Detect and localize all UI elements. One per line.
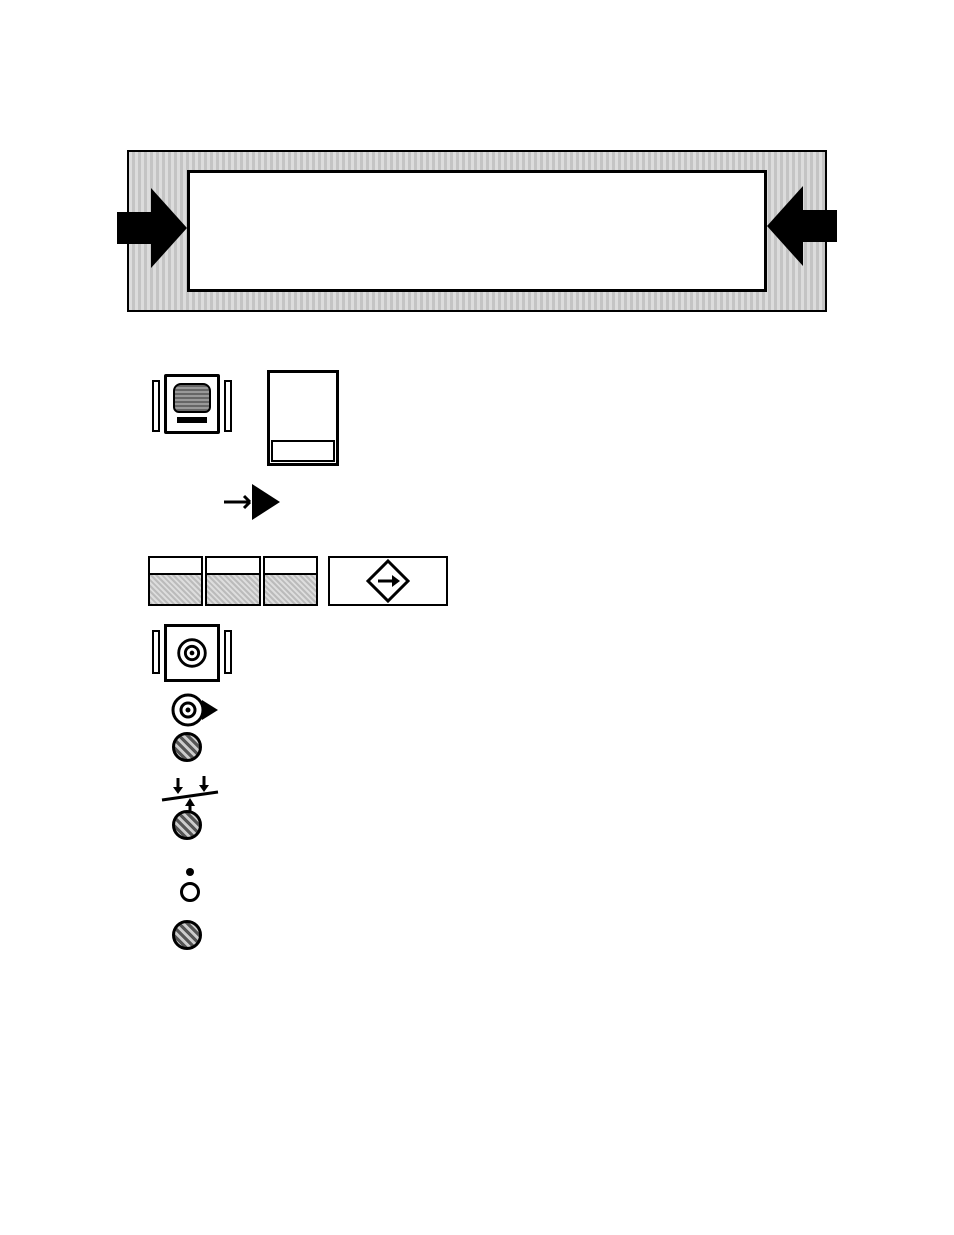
- hatched-knob-icon[interactable]: [172, 732, 202, 762]
- shade-box-bottom: [265, 575, 316, 604]
- enter-diamond-button[interactable]: [328, 556, 448, 606]
- container-tray-icon: [271, 440, 335, 462]
- target-body-icon: [164, 624, 220, 682]
- monitor-rail-left-icon: [152, 380, 160, 432]
- target-play-icon: [168, 690, 220, 730]
- hero-inner-panel: [187, 170, 767, 292]
- diamond-arrow-icon: [366, 559, 410, 603]
- monitor-slot-icon: [177, 417, 207, 423]
- shade-box-1-icon: [148, 556, 203, 606]
- insert-arrow-icon: [222, 480, 282, 524]
- shade-box-bottom: [150, 575, 201, 604]
- concentric-target-icon: [173, 634, 211, 672]
- target-rail-left-icon: [152, 630, 160, 674]
- shade-box-top: [265, 558, 316, 575]
- shade-box-bottom: [207, 575, 258, 604]
- monitor-body-icon: [164, 374, 220, 434]
- hero-panel: [127, 150, 827, 312]
- small-dot-icon: [186, 868, 194, 876]
- hatched-knob-icon[interactable]: [172, 810, 202, 840]
- shade-box-row: [148, 556, 318, 606]
- empty-container-icon: [267, 370, 339, 466]
- hatched-knob-icon[interactable]: [172, 920, 202, 950]
- ring-icon: [180, 882, 200, 902]
- monitor-device-icon: [152, 374, 232, 444]
- shade-box-top: [150, 558, 201, 575]
- shade-box-2-icon: [205, 556, 260, 606]
- target-framed-icon: [152, 624, 232, 682]
- shade-box-3-icon: [263, 556, 318, 606]
- target-rail-right-icon: [224, 630, 232, 674]
- monitor-rail-right-icon: [224, 380, 232, 432]
- dot-over-ring-icon: [180, 868, 204, 908]
- shade-box-top: [207, 558, 258, 575]
- monitor-screen-icon: [173, 383, 211, 413]
